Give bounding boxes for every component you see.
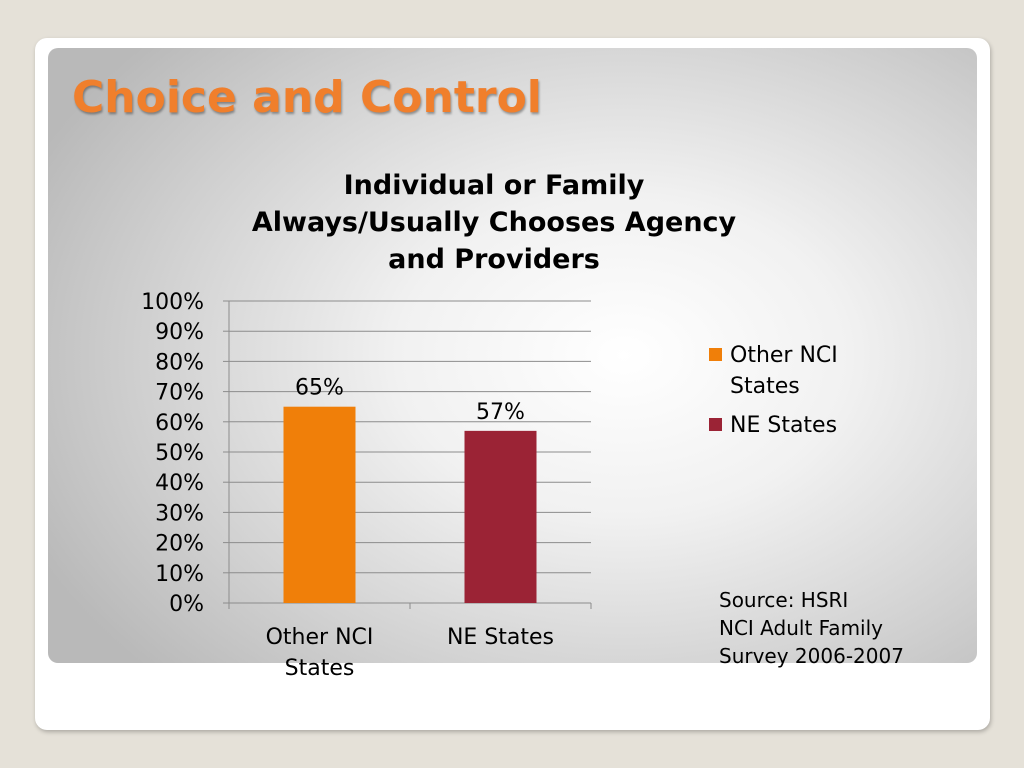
y-axis: 0% 10% 20% 30% 40% 50% 60% 70% 80% 90% 100% (141, 290, 230, 617)
data-label: 65% (295, 376, 344, 401)
source-line: Source: HSRI (719, 588, 848, 612)
legend-label: NE States (730, 413, 837, 438)
y-tick-label: 50% (155, 441, 204, 466)
y-tick-label: 0% (169, 592, 204, 617)
y-tick-label: 40% (155, 471, 204, 496)
data-label: 57% (476, 400, 525, 425)
y-tick-label: 70% (155, 381, 204, 406)
chart-title-line: and Providers (388, 244, 600, 275)
y-tick-label: 20% (155, 532, 204, 557)
y-tick-label: 90% (155, 320, 204, 345)
y-tick-label: 10% (155, 562, 204, 587)
chart-gridlines (229, 300, 591, 574)
x-category-label: States (285, 656, 355, 681)
chart-bars: 65% 57% (283, 376, 537, 603)
x-axis: Other NCI States NE States (228, 602, 592, 681)
x-category-label: NE States (447, 625, 554, 650)
legend-swatch (709, 418, 722, 431)
x-category-label: Other NCI (266, 625, 374, 650)
legend-swatch (709, 348, 722, 361)
source-note: Source: HSRI NCI Adult Family Survey 2006-… (719, 588, 904, 668)
y-tick-label: 30% (155, 501, 204, 526)
bar (464, 430, 537, 603)
y-tick-label: 80% (155, 350, 204, 375)
chart-title-line: Individual or Family (344, 170, 645, 201)
legend-entry: Other NCI States (709, 343, 838, 399)
chart-legend: Other NCI States NE States (709, 343, 838, 438)
y-tick-label: 100% (141, 290, 204, 315)
legend-label: States (730, 374, 800, 399)
source-line: NCI Adult Family (719, 616, 883, 640)
chart-title: Individual or Family Always/Usually Choos… (252, 170, 737, 275)
source-line: Survey 2006-2007 (719, 644, 904, 668)
legend-label: Other NCI (730, 343, 838, 368)
slide-title: Choice and Control (72, 72, 542, 123)
chart-title-line: Always/Usually Chooses Agency (252, 207, 737, 238)
legend-entry: NE States (709, 413, 837, 438)
bar (283, 406, 356, 603)
y-tick-label: 60% (155, 411, 204, 436)
